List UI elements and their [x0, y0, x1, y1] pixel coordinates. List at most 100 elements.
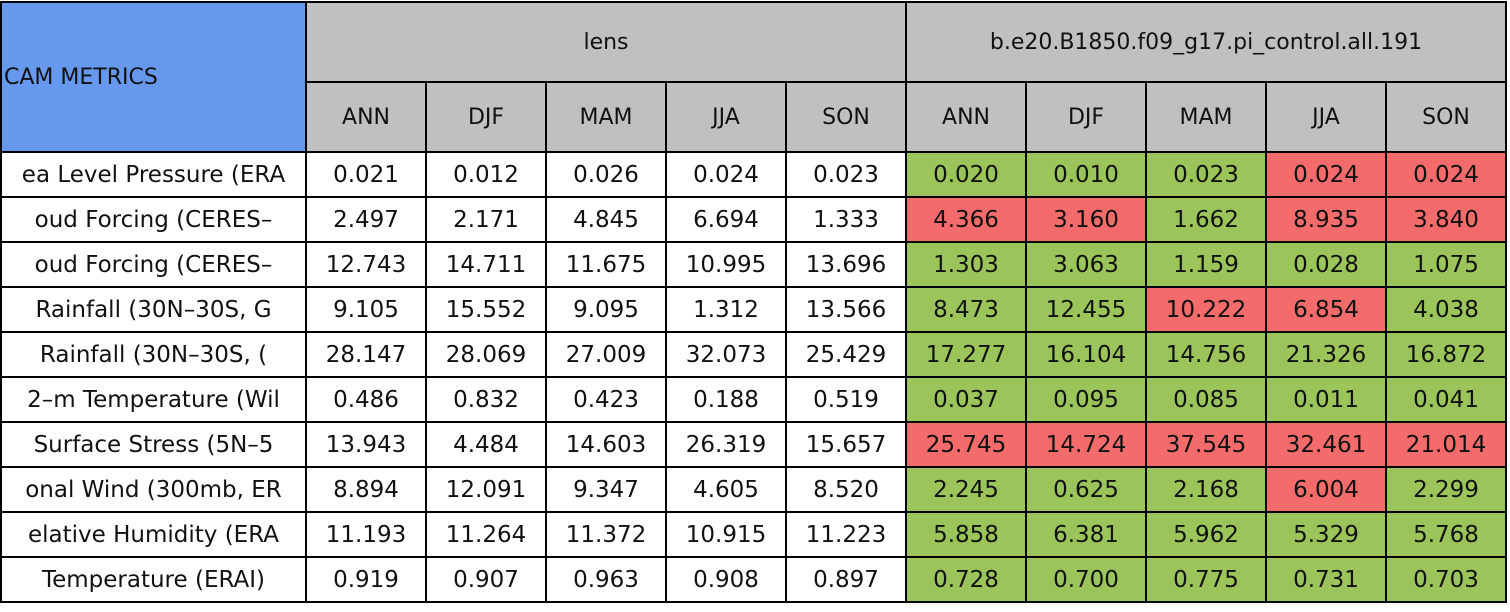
data-row: Temperature (ERAI) 0.919 0.907 0.963 0.908 0.… — [0, 556, 1507, 603]
data-row: oud Forcing (CERES– 2.497 2.171 4.845 6.694 1… — [0, 196, 1507, 243]
row-label: elative Humidity (ERA — [0, 511, 307, 558]
lens-value: 13.696 — [785, 241, 907, 288]
lens-value: 0.832 — [425, 376, 547, 423]
row-label: onal Wind (300mb, ER — [0, 466, 307, 513]
lens-value: 12.743 — [305, 241, 427, 288]
lens-value: 11.223 — [785, 511, 907, 558]
lens-value: 28.147 — [305, 331, 427, 378]
test-value: 0.024 — [1385, 151, 1507, 198]
lens-value: 0.519 — [785, 376, 907, 423]
lens-value: 10.915 — [665, 511, 787, 558]
test-value: 8.473 — [905, 286, 1027, 333]
season-header: MAM — [1145, 81, 1267, 153]
season-header: DJF — [1025, 81, 1147, 153]
season-header: DJF — [425, 81, 547, 153]
season-header: ANN — [905, 81, 1027, 153]
lens-value: 4.484 — [425, 421, 547, 468]
test-value: 1.662 — [1145, 196, 1267, 243]
lens-value: 0.021 — [305, 151, 427, 198]
test-value: 0.085 — [1145, 376, 1267, 423]
row-label: 2–m Temperature (Wil — [0, 376, 307, 423]
test-value: 2.299 — [1385, 466, 1507, 513]
lens-value: 0.897 — [785, 556, 907, 603]
test-value: 6.381 — [1025, 511, 1147, 558]
season-row: ANN DJF MAM JJA SON ANN DJF MAM JJA SON — [1, 81, 1507, 153]
lens-value: 0.012 — [425, 151, 547, 198]
lens-value: 27.009 — [545, 331, 667, 378]
lens-value: 32.073 — [665, 331, 787, 378]
row-label: Rainfall (30N–30S, ( — [0, 331, 307, 378]
lens-value: 11.193 — [305, 511, 427, 558]
lens-value: 25.429 — [785, 331, 907, 378]
test-value: 21.014 — [1385, 421, 1507, 468]
lens-value: 0.907 — [425, 556, 547, 603]
row-label: oud Forcing (CERES– — [0, 241, 307, 288]
test-value: 6.854 — [1265, 286, 1387, 333]
row-label: ea Level Pressure (ERA — [0, 151, 307, 198]
test-value: 0.037 — [905, 376, 1027, 423]
table-title: CAM METRICS — [0, 1, 307, 153]
lens-value: 0.908 — [665, 556, 787, 603]
test-value: 25.745 — [905, 421, 1027, 468]
lens-value: 0.024 — [665, 151, 787, 198]
lens-value: 12.091 — [425, 466, 547, 513]
row-label: Temperature (ERAI) — [0, 556, 307, 603]
test-value: 0.020 — [905, 151, 1027, 198]
lens-value: 0.423 — [545, 376, 667, 423]
lens-value: 28.069 — [425, 331, 547, 378]
test-value: 0.011 — [1265, 376, 1387, 423]
test-value: 5.858 — [905, 511, 1027, 558]
lens-value: 8.894 — [305, 466, 427, 513]
lens-value: 13.943 — [305, 421, 427, 468]
lens-value: 6.694 — [665, 196, 787, 243]
test-value: 16.872 — [1385, 331, 1507, 378]
data-row: ea Level Pressure (ERA 0.021 0.012 0.026 0.0… — [0, 151, 1507, 198]
lens-value: 0.188 — [665, 376, 787, 423]
data-row: Rainfall (30N–30S, (28.147 28.069 27.009 32… — [0, 331, 1507, 378]
lens-value: 9.347 — [545, 466, 667, 513]
test-value: 3.160 — [1025, 196, 1147, 243]
data-row: onal Wind (300mb, ER 8.894 12.091 9.347 4.60… — [0, 466, 1507, 513]
test-value: 14.724 — [1025, 421, 1147, 468]
test-value: 0.731 — [1265, 556, 1387, 603]
test-value: 10.222 — [1145, 286, 1267, 333]
lens-value: 1.312 — [665, 286, 787, 333]
lens-value: 2.171 — [425, 196, 547, 243]
season-header: SON — [1385, 81, 1507, 153]
season-header: SON — [785, 81, 907, 153]
lens-value: 14.603 — [545, 421, 667, 468]
test-value: 0.625 — [1025, 466, 1147, 513]
header-row: CAM METRICS lens b.e20.B1850.f09_g17.pi_… — [0, 1, 1507, 153]
test-value: 8.935 — [1265, 196, 1387, 243]
lens-value: 13.566 — [785, 286, 907, 333]
test-value: 0.095 — [1025, 376, 1147, 423]
test-value: 4.366 — [905, 196, 1027, 243]
test-value: 3.063 — [1025, 241, 1147, 288]
lens-value: 15.552 — [425, 286, 547, 333]
test-value: 1.303 — [905, 241, 1027, 288]
lens-value: 26.319 — [665, 421, 787, 468]
data-row: oud Forcing (CERES– 12.743 14.711 11.675 10.… — [0, 241, 1507, 288]
test-value: 37.545 — [1145, 421, 1267, 468]
lens-value: 1.333 — [785, 196, 907, 243]
test-value: 32.461 — [1265, 421, 1387, 468]
lens-value: 0.026 — [545, 151, 667, 198]
test-value: 5.962 — [1145, 511, 1267, 558]
lens-value: 0.486 — [305, 376, 427, 423]
test-value: 0.775 — [1145, 556, 1267, 603]
lens-value: 4.845 — [545, 196, 667, 243]
lens-value: 11.675 — [545, 241, 667, 288]
season-header: MAM — [545, 81, 667, 153]
data-row: 2–m Temperature (Wil 0.486 0.832 0.423 0.188… — [0, 376, 1507, 423]
lens-value: 0.023 — [785, 151, 907, 198]
test-value: 0.041 — [1385, 376, 1507, 423]
test-value: 3.840 — [1385, 196, 1507, 243]
data-row: Surface Stress (5N–5 13.943 4.484 14.603 26.… — [0, 421, 1507, 468]
test-value: 0.728 — [905, 556, 1027, 603]
test-value: 5.768 — [1385, 511, 1507, 558]
test-value: 14.756 — [1145, 331, 1267, 378]
test-value: 6.004 — [1265, 466, 1387, 513]
lens-value: 0.919 — [305, 556, 427, 603]
